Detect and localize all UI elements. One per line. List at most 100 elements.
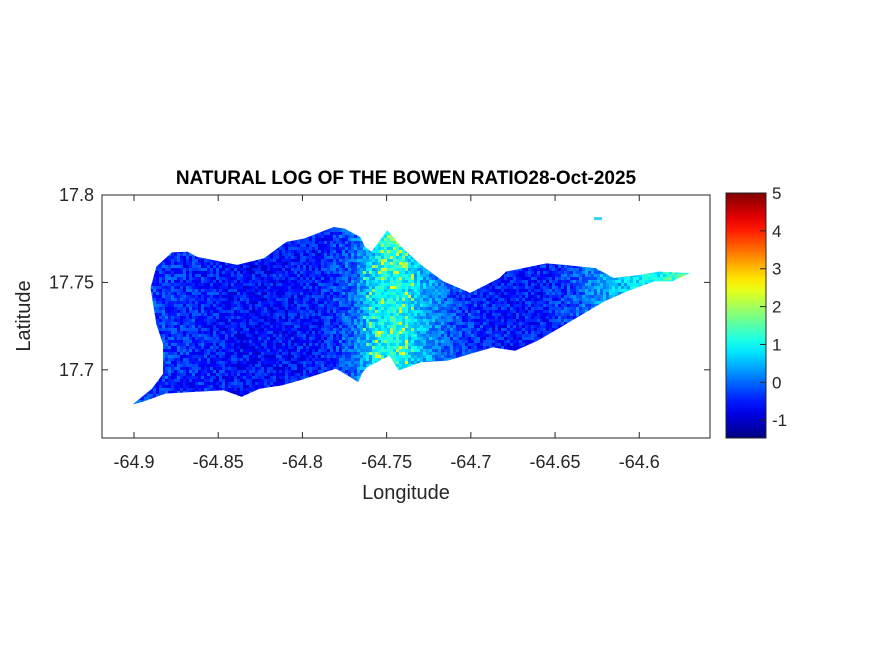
heat-cell: [468, 283, 472, 287]
heat-cell: [627, 286, 631, 290]
heat-cell: [645, 256, 649, 260]
heat-cell: [324, 256, 328, 260]
heat-cell: [555, 274, 559, 278]
heat-cell: [303, 227, 307, 230]
heat-cell: [537, 259, 541, 263]
heat-cell: [207, 250, 211, 254]
heat-cell: [555, 250, 559, 254]
heat-cell: [651, 283, 655, 287]
heat-cell: [399, 235, 403, 239]
heat-cell: [588, 271, 592, 275]
heat-cell: [429, 271, 433, 275]
heat-cell: [300, 241, 304, 245]
heat-cell: [507, 304, 511, 308]
heat-cell: [435, 289, 439, 293]
heat-cell: [648, 259, 652, 263]
heat-cell: [423, 283, 427, 287]
heat-cell: [378, 280, 382, 284]
heat-cell: [606, 229, 610, 233]
heat-cell: [384, 289, 388, 293]
heat-cell: [660, 256, 664, 260]
heat-cell: [162, 238, 166, 242]
heat-cell: [681, 241, 685, 245]
heat-cell: [369, 259, 373, 263]
heat-cell: [612, 265, 616, 269]
heat-cell: [354, 304, 358, 308]
heat-cell: [201, 262, 205, 266]
heat-cell: [435, 238, 439, 242]
heat-cell: [387, 235, 391, 239]
heat-cell: [219, 292, 223, 296]
heat-cell: [285, 241, 289, 245]
heat-cell: [309, 259, 313, 263]
heat-cell: [441, 247, 445, 251]
heat-cell: [669, 235, 673, 239]
heat-cell: [585, 227, 589, 230]
heat-cell: [450, 301, 454, 305]
heat-cell: [477, 271, 481, 275]
heat-cell: [369, 295, 373, 299]
heat-cell: [393, 259, 397, 263]
heat-cell: [444, 262, 448, 266]
heat-cell: [540, 229, 544, 233]
heat-cell: [357, 274, 361, 278]
heat-cell: [273, 235, 277, 239]
heat-cell: [621, 262, 625, 266]
heat-cell: [621, 232, 625, 236]
heat-cell: [579, 241, 583, 245]
heat-cell: [672, 262, 676, 266]
heat-cell: [426, 283, 430, 287]
heat-cell: [348, 286, 352, 290]
heat-cell: [390, 286, 394, 290]
heat-cell: [426, 253, 430, 257]
heat-cell: [384, 238, 388, 242]
heat-cell: [594, 235, 598, 239]
heat-cell: [189, 286, 193, 290]
heat-cell: [621, 247, 625, 251]
heat-cell: [558, 301, 562, 305]
heat-cell: [633, 286, 637, 290]
heat-cell: [300, 286, 304, 290]
heat-cell: [426, 244, 430, 248]
heat-cell: [504, 265, 508, 269]
heat-cell: [159, 259, 163, 263]
heat-cell: [627, 229, 631, 233]
heat-cell: [171, 247, 175, 251]
heat-cell: [159, 253, 163, 257]
heat-cell: [555, 262, 559, 266]
heat-cell: [255, 265, 259, 269]
heat-cell: [636, 289, 640, 293]
heat-cell: [177, 259, 181, 263]
heat-cell: [381, 277, 385, 281]
heat-cell: [567, 244, 571, 248]
heat-cell: [381, 235, 385, 239]
heat-cell: [330, 268, 334, 272]
heat-cell: [318, 301, 322, 305]
heat-cell: [270, 265, 274, 269]
heat-cell: [204, 286, 208, 290]
heat-cell: [291, 232, 295, 236]
heat-cell: [513, 280, 517, 284]
heat-cell: [387, 274, 391, 278]
heat-cell: [303, 265, 307, 269]
heat-cell: [471, 283, 475, 287]
heat-cell: [507, 244, 511, 248]
heat-cell: [576, 253, 580, 257]
heat-cell: [429, 304, 433, 308]
heat-cell: [405, 280, 409, 284]
heat-cell: [201, 298, 205, 302]
heat-cell: [201, 304, 205, 308]
heat-cell: [525, 232, 529, 236]
heat-cell: [540, 283, 544, 287]
heat-cell: [336, 227, 340, 230]
heat-cell: [159, 238, 163, 242]
heat-cell: [408, 259, 412, 263]
heat-cell: [420, 304, 424, 308]
heat-cell: [627, 227, 631, 230]
heat-cell: [279, 241, 283, 245]
heat-cell: [561, 238, 565, 242]
heat-cell: [309, 262, 313, 266]
heat-cell: [609, 295, 613, 299]
heat-cell: [306, 259, 310, 263]
heat-cell: [453, 289, 457, 293]
